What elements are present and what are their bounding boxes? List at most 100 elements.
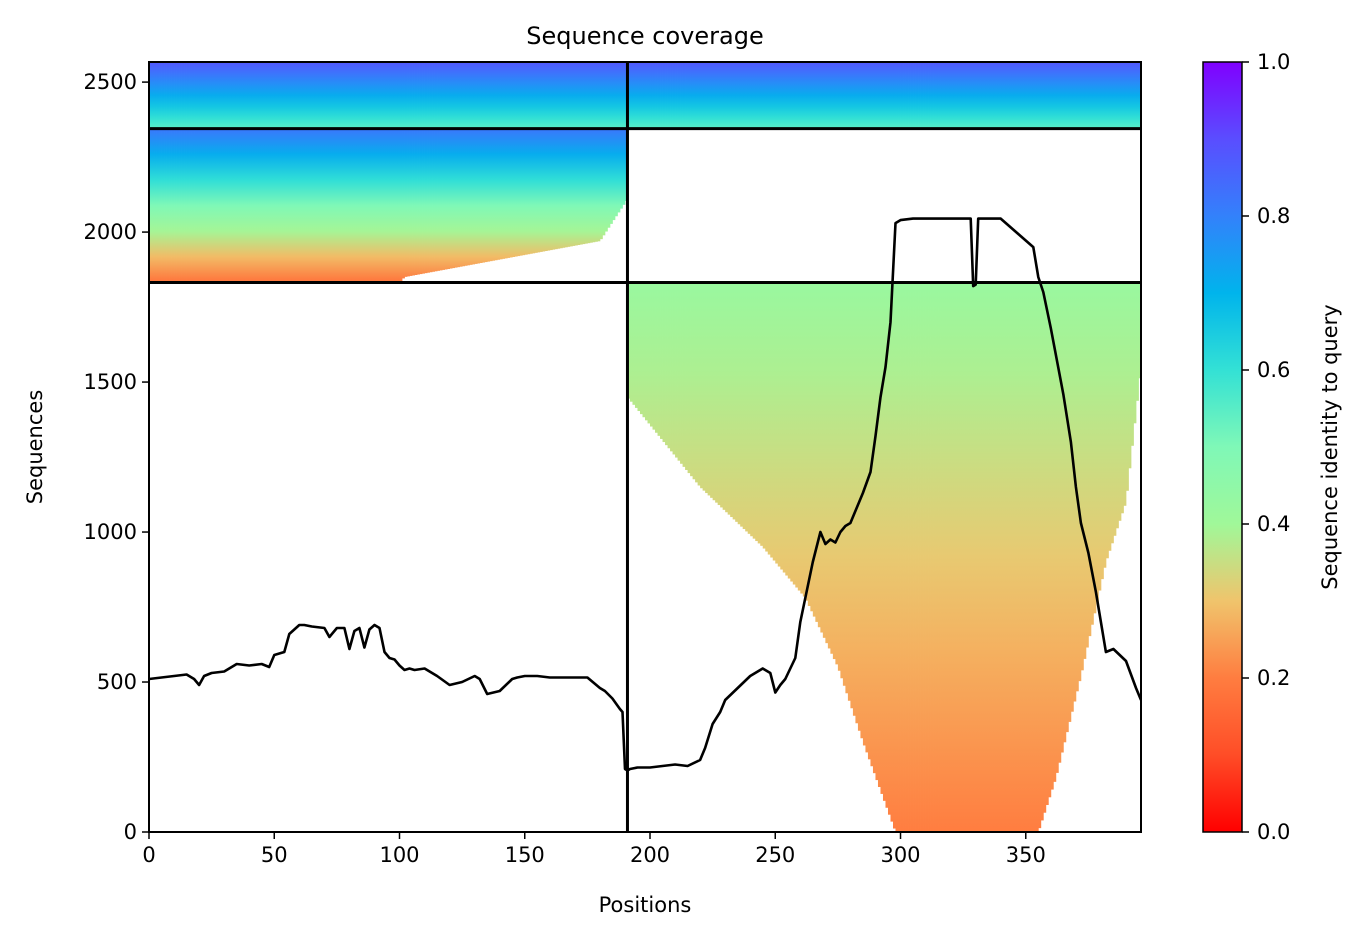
msa-column <box>537 62 541 129</box>
msa-column <box>457 62 461 129</box>
msa-column <box>359 128 363 283</box>
msa-column <box>241 62 245 129</box>
msa-column <box>467 62 471 129</box>
msa-column <box>512 128 516 257</box>
msa-column <box>504 62 508 129</box>
msa-column <box>998 282 1002 832</box>
msa-column <box>682 62 686 129</box>
msa-column <box>1085 62 1089 129</box>
msa-column <box>1045 62 1049 129</box>
msa-column <box>492 128 496 261</box>
msa-column <box>577 128 581 245</box>
msa-column <box>492 62 496 129</box>
msa-column <box>1070 62 1074 129</box>
msa-column <box>409 128 413 276</box>
msa-column <box>432 62 435 129</box>
msa-column <box>622 128 626 205</box>
msa-column <box>329 128 333 283</box>
msa-column <box>196 62 200 129</box>
msa-column <box>1005 282 1009 832</box>
msa-column <box>346 128 350 283</box>
msa-column <box>196 128 200 283</box>
msa-column <box>489 62 493 129</box>
msa-column <box>935 62 939 129</box>
msa-column <box>171 62 175 129</box>
msa-column <box>294 62 298 129</box>
msa-column <box>780 62 784 129</box>
msa-column <box>700 282 704 489</box>
msa-column <box>968 282 972 832</box>
msa-column <box>226 62 230 129</box>
msa-column <box>622 62 626 129</box>
msa-column <box>950 282 954 832</box>
msa-column <box>870 282 874 767</box>
msa-column <box>1010 282 1014 832</box>
msa-column <box>356 62 360 129</box>
msa-column <box>765 62 769 129</box>
msa-column <box>1115 282 1119 529</box>
msa-column <box>617 128 621 213</box>
msa-column <box>862 62 866 129</box>
msa-column <box>484 128 488 263</box>
msa-column <box>1035 62 1039 129</box>
msa-column <box>802 282 806 597</box>
msa-column <box>832 282 836 660</box>
msa-column <box>154 128 157 283</box>
msa-column <box>224 62 228 129</box>
msa-column <box>592 128 596 243</box>
msa-column <box>717 62 721 129</box>
msa-column <box>241 128 245 283</box>
msa-column <box>349 62 353 129</box>
colorbar-tick-label: 0.8 <box>1257 204 1290 228</box>
msa-column <box>945 282 949 832</box>
msa-column <box>958 282 962 832</box>
msa-column <box>276 128 280 283</box>
msa-column <box>677 62 681 129</box>
msa-column <box>574 128 578 246</box>
msa-column <box>1038 62 1042 129</box>
msa-column <box>477 128 481 264</box>
msa-column <box>870 62 874 129</box>
msa-column <box>722 62 726 129</box>
msa-column <box>742 62 746 129</box>
msa-column <box>517 128 521 257</box>
msa-column <box>494 62 498 129</box>
msa-column <box>334 128 338 283</box>
msa-column <box>439 128 443 271</box>
msa-column <box>900 282 904 832</box>
msa-column <box>569 128 573 247</box>
msa-column <box>1020 282 1024 832</box>
msa-column <box>980 282 984 832</box>
msa-column <box>667 62 671 129</box>
msa-column <box>614 62 618 129</box>
msa-column <box>682 282 686 467</box>
msa-column <box>366 62 370 129</box>
msa-column <box>597 128 601 242</box>
msa-column <box>687 62 691 129</box>
msa-column <box>402 128 405 279</box>
msa-column <box>712 282 716 501</box>
msa-column <box>1043 62 1047 129</box>
msa-column <box>752 282 756 539</box>
msa-column <box>224 128 228 283</box>
msa-column <box>582 62 586 129</box>
msa-column <box>151 62 155 129</box>
msa-column <box>291 62 295 129</box>
msa-column <box>787 62 791 129</box>
msa-column <box>928 282 931 832</box>
msa-column <box>274 128 278 283</box>
msa-column <box>757 62 761 129</box>
msa-column <box>442 62 445 129</box>
msa-column <box>444 128 448 270</box>
msa-column <box>251 62 255 129</box>
msa-column <box>1020 62 1024 129</box>
msa-column <box>1028 282 1032 832</box>
msa-column <box>715 282 719 503</box>
msa-column <box>304 128 308 283</box>
msa-column <box>817 282 821 628</box>
msa-column <box>943 62 947 129</box>
msa-column <box>199 128 203 283</box>
x-axis-title: Positions <box>599 893 692 917</box>
msa-column <box>745 282 749 532</box>
msa-column <box>755 62 759 129</box>
